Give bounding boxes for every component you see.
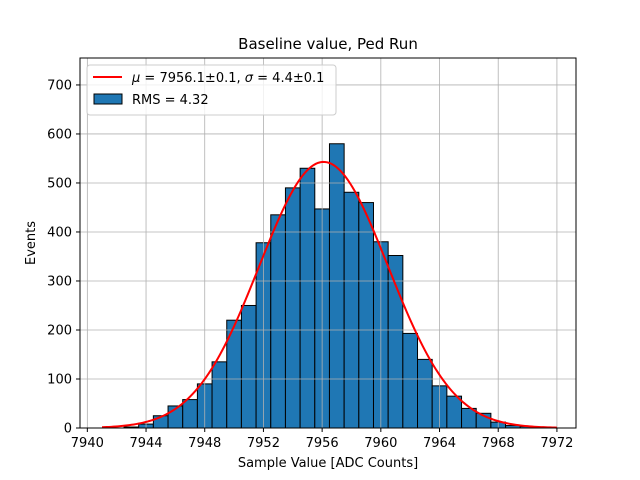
gaussian-fit-curve	[101, 160, 557, 429]
y-axis-label: Events	[24, 221, 39, 265]
histogram-bar	[446, 395, 463, 429]
legend: μ = 7956.1±0.1, σ = 4.4±0.1 RMS = 4.32	[86, 64, 337, 116]
histogram-bar	[240, 304, 257, 429]
legend-hist-swatch	[93, 93, 123, 105]
legend-fit-label: μ = 7956.1±0.1, σ = 4.4±0.1	[131, 71, 324, 86]
y-tick-label: 700	[47, 78, 72, 93]
y-tick-label: 200	[47, 323, 72, 338]
x-axis-label: Sample Value [ADC Counts]	[238, 456, 418, 471]
y-tick-label: 600	[47, 127, 72, 142]
grid	[80, 58, 576, 429]
plot-frame	[79, 57, 577, 429]
histogram-bar	[328, 143, 345, 429]
histogram-bars	[123, 143, 536, 429]
histogram-bar	[417, 358, 433, 429]
histogram-bar	[402, 332, 419, 429]
x-tick-label: 7944	[129, 436, 162, 451]
legend-sigma-symbol: σ	[245, 71, 254, 86]
legend-hist-label: RMS = 4.32	[132, 93, 209, 108]
y-tick-label: 0	[64, 422, 72, 437]
y-tick-label: 300	[47, 274, 72, 289]
x-tick-label: 7972	[540, 436, 573, 451]
y-tick-label: 100	[47, 372, 72, 387]
x-tick-label: 7940	[71, 436, 104, 451]
histogram-bar	[358, 202, 374, 429]
x-axis-ticks: 7940 7944 7948 7952 7956 7960 7964 7968 7972	[71, 428, 573, 451]
x-tick-label: 7960	[364, 436, 397, 451]
x-tick-label: 7968	[482, 436, 515, 451]
x-tick-label: 7964	[423, 436, 456, 451]
legend-mu-value: = 7956.1±0.1,	[140, 71, 244, 86]
x-tick-label: 7952	[247, 436, 280, 451]
x-tick-label: 7948	[188, 436, 221, 451]
chart-title: Baseline value, Ped Run	[238, 35, 418, 53]
y-axis-ticks: 0 100 200 300 400 500 600 700	[47, 78, 80, 437]
histogram-bar	[284, 187, 301, 429]
histogram-bar	[299, 167, 316, 429]
fit-curve-group	[101, 160, 557, 429]
legend-box	[86, 64, 337, 116]
histogram-bar	[211, 361, 228, 429]
histogram-bar	[182, 399, 198, 429]
y-tick-label: 500	[47, 176, 72, 191]
histogram-bar	[270, 214, 286, 429]
legend-mu-symbol: μ	[131, 71, 140, 86]
x-tick-label: 7956	[306, 436, 339, 451]
y-tick-label: 400	[47, 225, 72, 240]
legend-sigma-value: = 4.4±0.1	[253, 71, 324, 86]
histogram-bar	[343, 191, 360, 429]
